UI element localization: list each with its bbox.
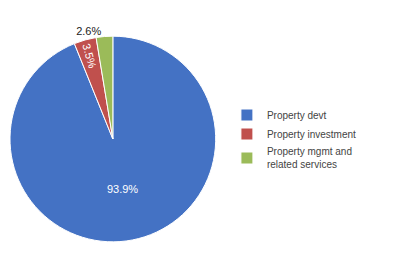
svg-text:Property mgmt andrelated servi: Property mgmt andrelated services (267, 146, 352, 170)
svg-text:93.9%: 93.9% (107, 183, 138, 195)
svg-text:Property devt: Property devt (267, 110, 327, 121)
svg-text:3.5%: 3.5% (80, 42, 98, 70)
svg-text:2.6%: 2.6% (76, 25, 101, 37)
svg-text:Property investment: Property investment (267, 129, 356, 140)
